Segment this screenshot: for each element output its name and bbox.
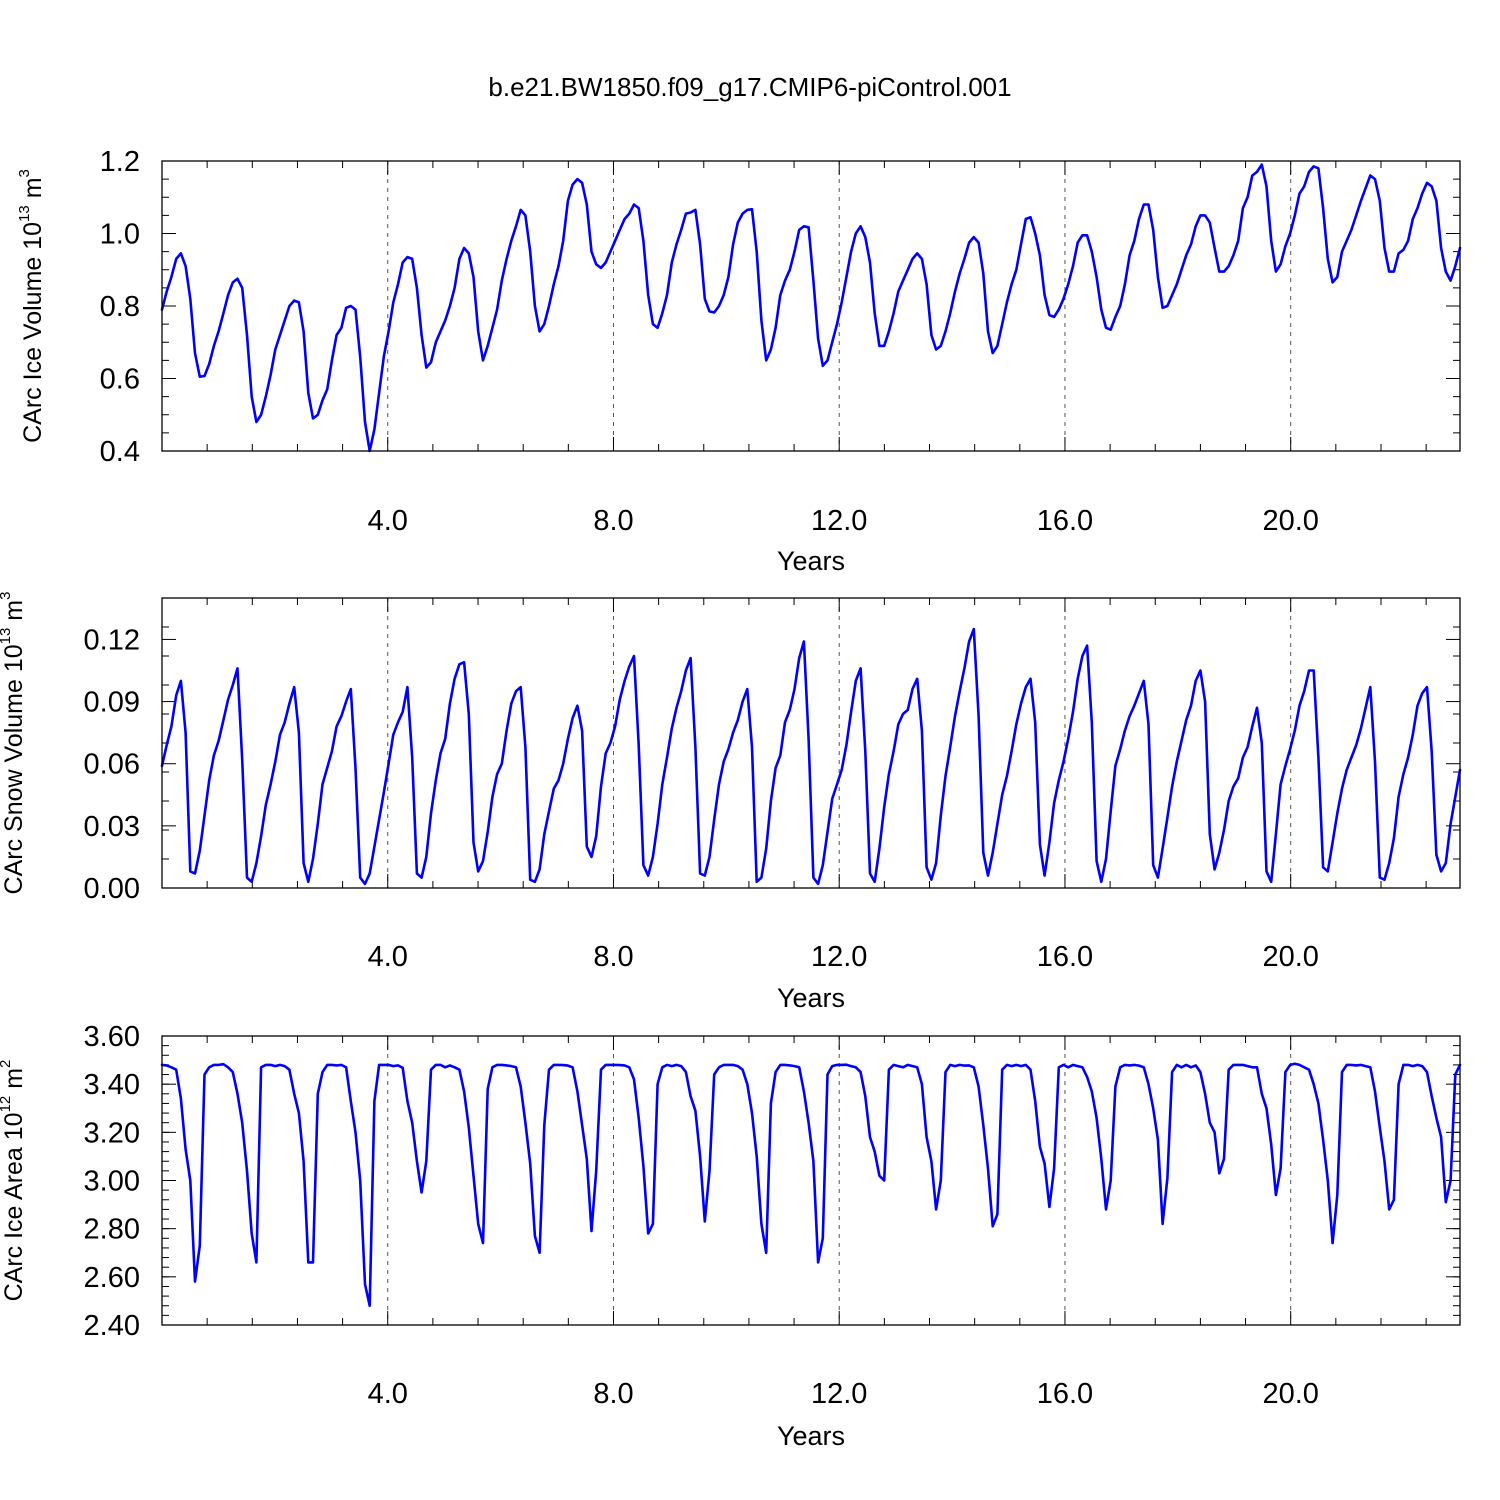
y-tick-label: 0.6 [100, 364, 140, 396]
y-tick-label: 2.80 [84, 1214, 140, 1246]
plot-frame [161, 597, 1461, 889]
series-line [160, 1062, 1462, 1307]
y-tick-label: 3.40 [84, 1069, 140, 1101]
x-axis-label: Years [777, 546, 845, 576]
y-tick-label: 3.00 [84, 1166, 140, 1198]
panel-2: 0.00 0.03 0.06 0.09 0.12 4.0 8.0 12.0 16.0 20.0 Ye… [0, 592, 1462, 1013]
series-line [160, 163, 1462, 453]
x-tick-label: 4.0 [368, 1378, 408, 1410]
panel-3: 2.40 2.60 2.80 3.00 3.20 3.40 3.60 4.0 8.0 12.0 16… [0, 1021, 1462, 1451]
y-axis-label: CArc Snow Volume 1013 m3 [0, 592, 28, 895]
x-tick-label: 12.0 [811, 1378, 867, 1410]
y-tick-label: 0.4 [100, 436, 140, 468]
y-axis-label-unit-exponent: 3 [0, 592, 14, 600]
y-axis-label-text: CArc Ice Volume 10 [19, 222, 47, 443]
x-tick-label: 12.0 [811, 505, 867, 537]
x-tick-label: 12.0 [811, 941, 867, 973]
x-tick-label: 16.0 [1037, 1378, 1093, 1410]
x-tick-label: 16.0 [1037, 941, 1093, 973]
y-axis-label-exponent: 12 [0, 1096, 14, 1113]
y-tick-label: 0.00 [84, 873, 140, 905]
y-axis-label-text: CArc Ice Area 10 [0, 1112, 28, 1301]
y-axis-label-unit: m [0, 1068, 28, 1096]
x-tick-label: 16.0 [1037, 505, 1093, 537]
x-tick-label: 20.0 [1262, 505, 1318, 537]
x-axis-label: Years [777, 983, 845, 1013]
figure-title: b.e21.BW1850.f09_g17.CMIP6-piControl.001 [488, 72, 1011, 102]
y-tick-label: 0.03 [84, 811, 140, 843]
y-tick-label: 0.12 [84, 624, 140, 656]
x-tick-label: 4.0 [368, 505, 408, 537]
y-tick-label: 2.40 [84, 1310, 140, 1342]
y-tick-label: 3.20 [84, 1117, 140, 1149]
y-tick-label: 0.06 [84, 749, 140, 781]
x-tick-label: 20.0 [1262, 941, 1318, 973]
x-tick-label: 8.0 [593, 505, 633, 537]
y-axis-label-unit-exponent: 3 [16, 169, 33, 177]
y-axis-label: CArc Ice Area 1012 m2 [0, 1060, 28, 1302]
y-tick-label: 0.09 [84, 687, 140, 719]
x-tick-label: 8.0 [593, 941, 633, 973]
y-tick-label: 1.2 [100, 146, 140, 178]
plot-frame [161, 160, 1461, 452]
y-axis-label: CArc Ice Volume 1013 m3 [16, 169, 47, 443]
x-tick-label: 4.0 [368, 941, 408, 973]
y-axis-label-unit-exponent: 2 [0, 1060, 14, 1068]
y-axis-label-unit: m [19, 177, 47, 205]
y-tick-label: 0.8 [100, 291, 140, 323]
y-tick-label: 1.0 [100, 219, 140, 251]
y-axis-label-text: CArc Snow Volume 10 [0, 644, 28, 894]
y-axis-label-unit: m [0, 600, 28, 628]
y-tick-label: 3.60 [84, 1021, 140, 1053]
x-tick-label: 8.0 [593, 1378, 633, 1410]
y-axis-label-exponent: 13 [0, 628, 14, 645]
x-axis-label: Years [777, 1421, 845, 1451]
plot-frame [161, 1035, 1461, 1326]
series-line [160, 627, 1462, 886]
y-axis-label-exponent: 13 [16, 205, 33, 222]
x-tick-label: 20.0 [1262, 1378, 1318, 1410]
y-tick-label: 2.60 [84, 1262, 140, 1294]
panel-1: 0.4 0.6 0.8 1.0 1.2 4.0 8.0 12.0 16.0 20.0 Years CA… [16, 146, 1462, 576]
